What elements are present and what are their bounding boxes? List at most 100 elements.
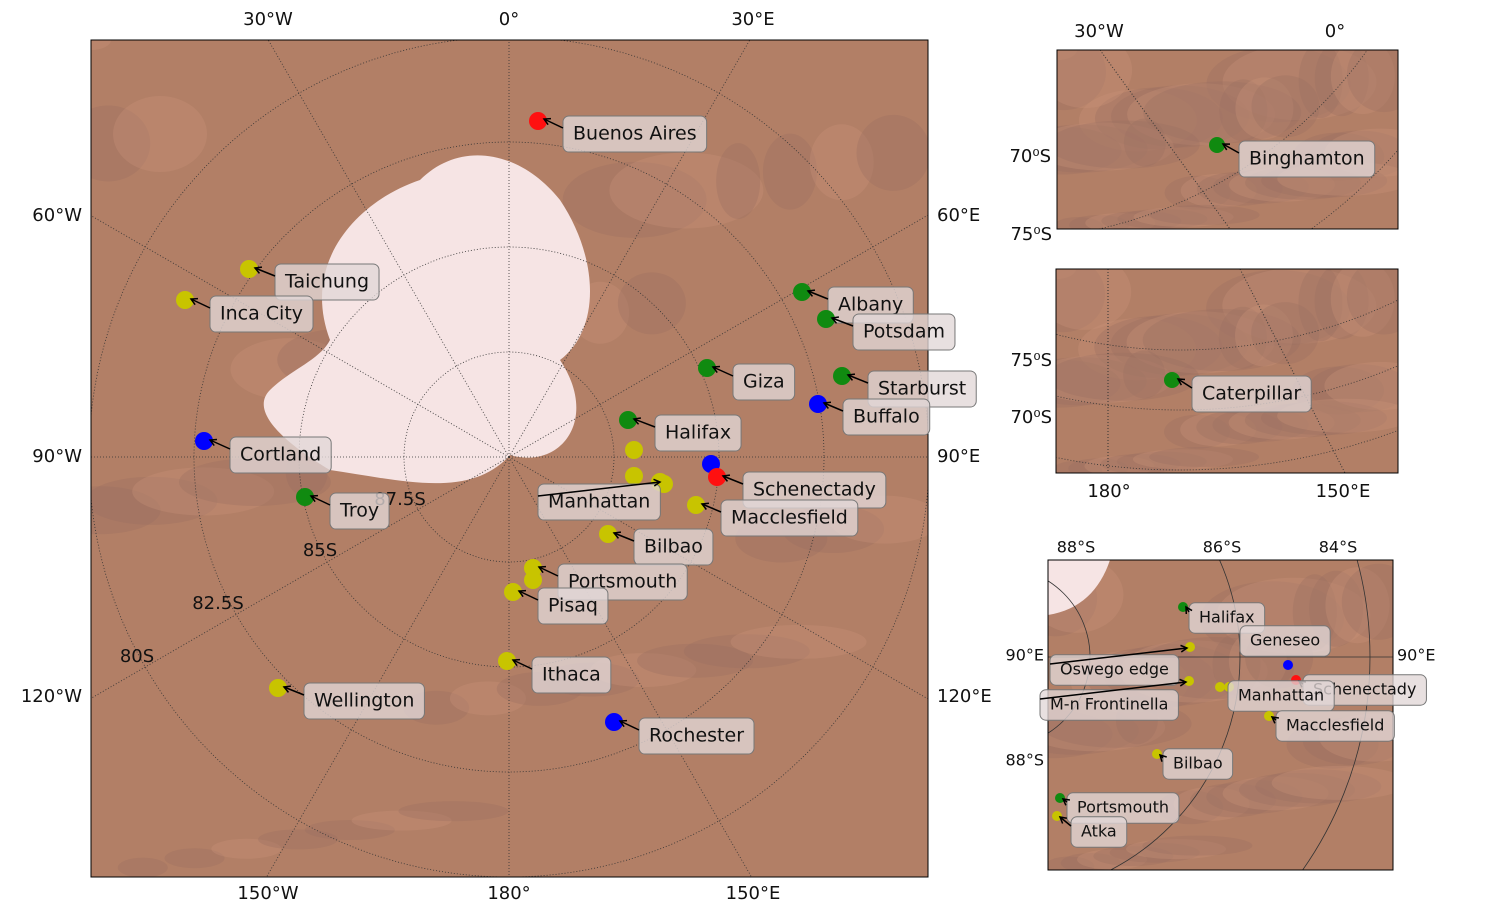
main-map: 30°W 0° 30°E 60°W 90°W 120°W 60°E 90°E 120°E 150°…: [21, 9, 992, 904]
terrain-patch: [1132, 449, 1233, 470]
site-marker: [1283, 660, 1293, 670]
terrain-patch: [1325, 567, 1390, 644]
pointer-head: [208, 438, 218, 447]
polar-cap: [1048, 560, 1110, 615]
terrain-patch: [1346, 269, 1398, 335]
terrain-base: [1057, 50, 1398, 229]
terrain-patch: [1094, 87, 1223, 150]
terrain-patch: [449, 681, 526, 716]
site-label: Atka: [1081, 822, 1117, 841]
terrain-patch: [211, 838, 282, 859]
terrain-patch: [91, 105, 151, 182]
terrain-patch: [1127, 83, 1276, 146]
terrain-patch: [1123, 118, 1166, 167]
pointer-arrow: [619, 720, 640, 731]
pointer-arrow: [1049, 647, 1188, 665]
inset-map small: 88°S 86°S 84°S 90°E 88°S 90°E Halifax Geneseo Os…: [1005, 538, 1435, 871]
label-box: [229, 436, 332, 474]
site-label: Portsmouth: [1077, 798, 1169, 817]
axis-label: 70⁰S: [1010, 407, 1052, 428]
terrain-patch: [113, 96, 208, 173]
terrain-patch: [1251, 302, 1320, 365]
terrain-patch: [1341, 563, 1393, 640]
terrain-patch: [91, 486, 161, 535]
terrain-patch: [1057, 126, 1122, 175]
site-label: Manhattan: [1238, 686, 1324, 705]
terrain-patch: [1222, 50, 1377, 121]
pointer-arrow: [712, 366, 734, 377]
pointer-arrow: [613, 532, 635, 542]
pointer-arrow: [518, 590, 539, 601]
axis-label: 80S: [120, 646, 154, 667]
terrain-patch: [762, 133, 817, 210]
meridian: [91, 456, 510, 699]
pointer-head: [1179, 678, 1188, 687]
terrain-patch: [1324, 361, 1398, 410]
label-box: [1191, 375, 1312, 413]
pointer-arrow: [1177, 378, 1193, 389]
site-marker: [1184, 676, 1194, 686]
site-label: Buenos Aires: [573, 123, 697, 145]
site-label: Binghamton: [1249, 148, 1365, 170]
site-marker: [240, 260, 258, 278]
site-marker: [1215, 682, 1225, 692]
terrain-patch: [1056, 269, 1076, 279]
terrain-patch: [683, 634, 810, 669]
latitude-ring: [1056, 365, 1398, 411]
terrain-patch: [637, 643, 754, 678]
terrain-patch: [1068, 458, 1129, 473]
terrain-patch: [562, 161, 707, 238]
terrain-patch: [1117, 208, 1208, 229]
site-label: Schenectady: [753, 479, 876, 501]
site-label: Oswego edge: [1060, 660, 1169, 679]
pointer-arrow: [807, 290, 829, 300]
terrain-patch: [1077, 849, 1148, 870]
terrain-patch: [351, 810, 452, 831]
pointer-arrow: [310, 495, 331, 506]
terrain-patch: [1149, 204, 1260, 225]
site-label: Geneseo: [1250, 631, 1320, 650]
terrain-patch: [132, 467, 275, 516]
pointer-arrow: [701, 503, 722, 513]
terrain-patch: [1189, 783, 1276, 818]
pointer-head: [846, 373, 856, 381]
label-box: [531, 656, 612, 694]
map-frame: [90, 39, 929, 878]
terrain-patch: [1238, 772, 1355, 807]
pointer-head: [1185, 605, 1193, 615]
terrain-patch: [1206, 779, 1303, 814]
axis-label: 120°W: [21, 686, 82, 707]
terrain-patch: [1110, 313, 1249, 376]
axis-label: 0°: [1325, 21, 1345, 42]
site-label: Halifax: [1199, 608, 1255, 627]
site-marker: [1185, 642, 1195, 652]
terrain-patch: [1298, 269, 1343, 342]
terrain-patch: [716, 143, 761, 220]
pointer-arrow: [823, 402, 844, 412]
site-marker: [195, 432, 213, 450]
pointer-head: [711, 365, 721, 374]
terrain-base: [1056, 269, 1398, 473]
terrain-patch: [1057, 216, 1104, 229]
terrain-patch: [1298, 50, 1343, 119]
label-box: [1275, 710, 1395, 742]
axis-label: 150°E: [726, 883, 781, 904]
pointer-head: [542, 117, 552, 126]
pointer-head: [253, 266, 263, 274]
terrain-patch: [1143, 81, 1302, 144]
site-label: Rochester: [649, 725, 744, 747]
pointer-head: [632, 417, 642, 425]
terrain-patch: [1142, 835, 1253, 856]
terrain-patch: [1057, 120, 1200, 169]
axis-label: 30°W: [1074, 21, 1124, 42]
site-marker: [504, 583, 522, 601]
site-label: Portsmouth: [568, 571, 677, 593]
terrain-patch: [1196, 171, 1283, 206]
site-marker: [176, 291, 194, 309]
terrain-patch: [1056, 359, 1121, 408]
terrain-patch: [1314, 269, 1369, 340]
meridian: [1099, 50, 1231, 229]
terrain-patch: [117, 857, 168, 877]
terrain-patch: [1100, 453, 1181, 473]
terrain-patch: [1056, 357, 1147, 406]
